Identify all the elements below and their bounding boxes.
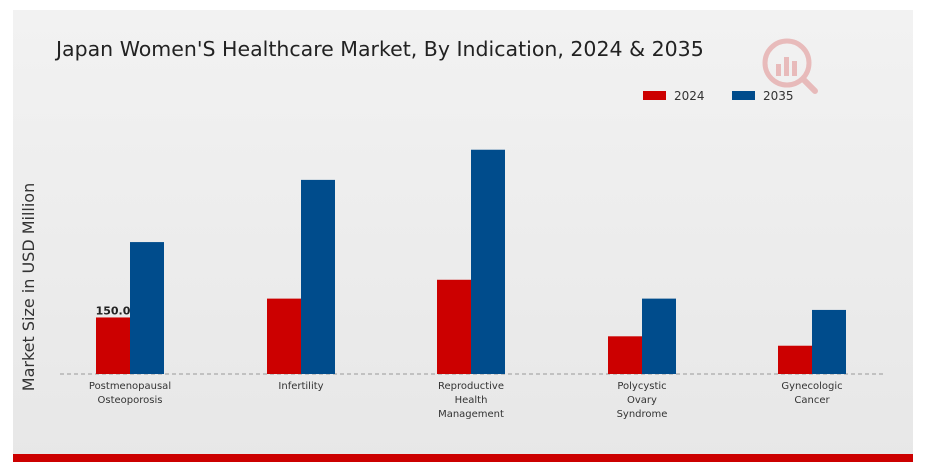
- data-label-0: 150.0: [96, 304, 131, 317]
- bar-2024-1: [267, 298, 301, 374]
- bar-2035-4: [812, 309, 846, 374]
- bar-2035-1: [301, 179, 335, 374]
- x-tick-label-2-line-0: Reproductive: [438, 381, 504, 392]
- x-tick-labels: Postmenopausal Osteoporosis Infertility Rep…: [89, 381, 843, 420]
- bar-2035-3: [642, 298, 676, 374]
- x-tick-label-2-line-2: Management: [438, 409, 504, 420]
- legend: 2024 2035: [643, 89, 794, 103]
- x-tick-label-2-line-1: Health: [455, 395, 488, 406]
- bar-group: [96, 149, 846, 374]
- x-tick-label-4-line-0: Gynecologic: [781, 381, 842, 392]
- x-tick-label-1-line-0: Infertility: [278, 381, 323, 392]
- chart-frame: Japan Women'S Healthcare Market, By Indi…: [13, 10, 913, 462]
- x-tick-label-4-line-1: Cancer: [794, 395, 830, 406]
- x-tick-label-3-line-1: Ovary: [627, 395, 657, 406]
- legend-swatch-2035: [732, 91, 755, 100]
- legend-swatch-2024: [643, 91, 666, 100]
- bar-2035-0: [130, 242, 164, 374]
- x-tick-label-0-line-0: Postmenopausal: [89, 381, 171, 392]
- legend-label-2035: 2035: [763, 89, 794, 103]
- bar-2024-3: [608, 336, 642, 374]
- bar-2024-4: [778, 345, 812, 374]
- bar-2024-2: [437, 279, 471, 374]
- accent-band: [13, 454, 913, 462]
- x-tick-label-3-line-2: Syndrome: [617, 409, 668, 420]
- y-axis-label: Market Size in USD Million: [19, 183, 38, 391]
- data-labels: 150.0: [96, 304, 131, 317]
- bar-2024-0: [96, 317, 130, 374]
- market-research-logo-icon: [762, 38, 818, 94]
- x-tick-label-3-line-0: Polycystic: [617, 381, 666, 392]
- x-tick-label-0-line-1: Osteoporosis: [98, 395, 163, 406]
- bar-2035-2: [471, 149, 505, 374]
- chart-title: Japan Women'S Healthcare Market, By Indi…: [56, 37, 704, 61]
- legend-label-2024: 2024: [674, 89, 705, 103]
